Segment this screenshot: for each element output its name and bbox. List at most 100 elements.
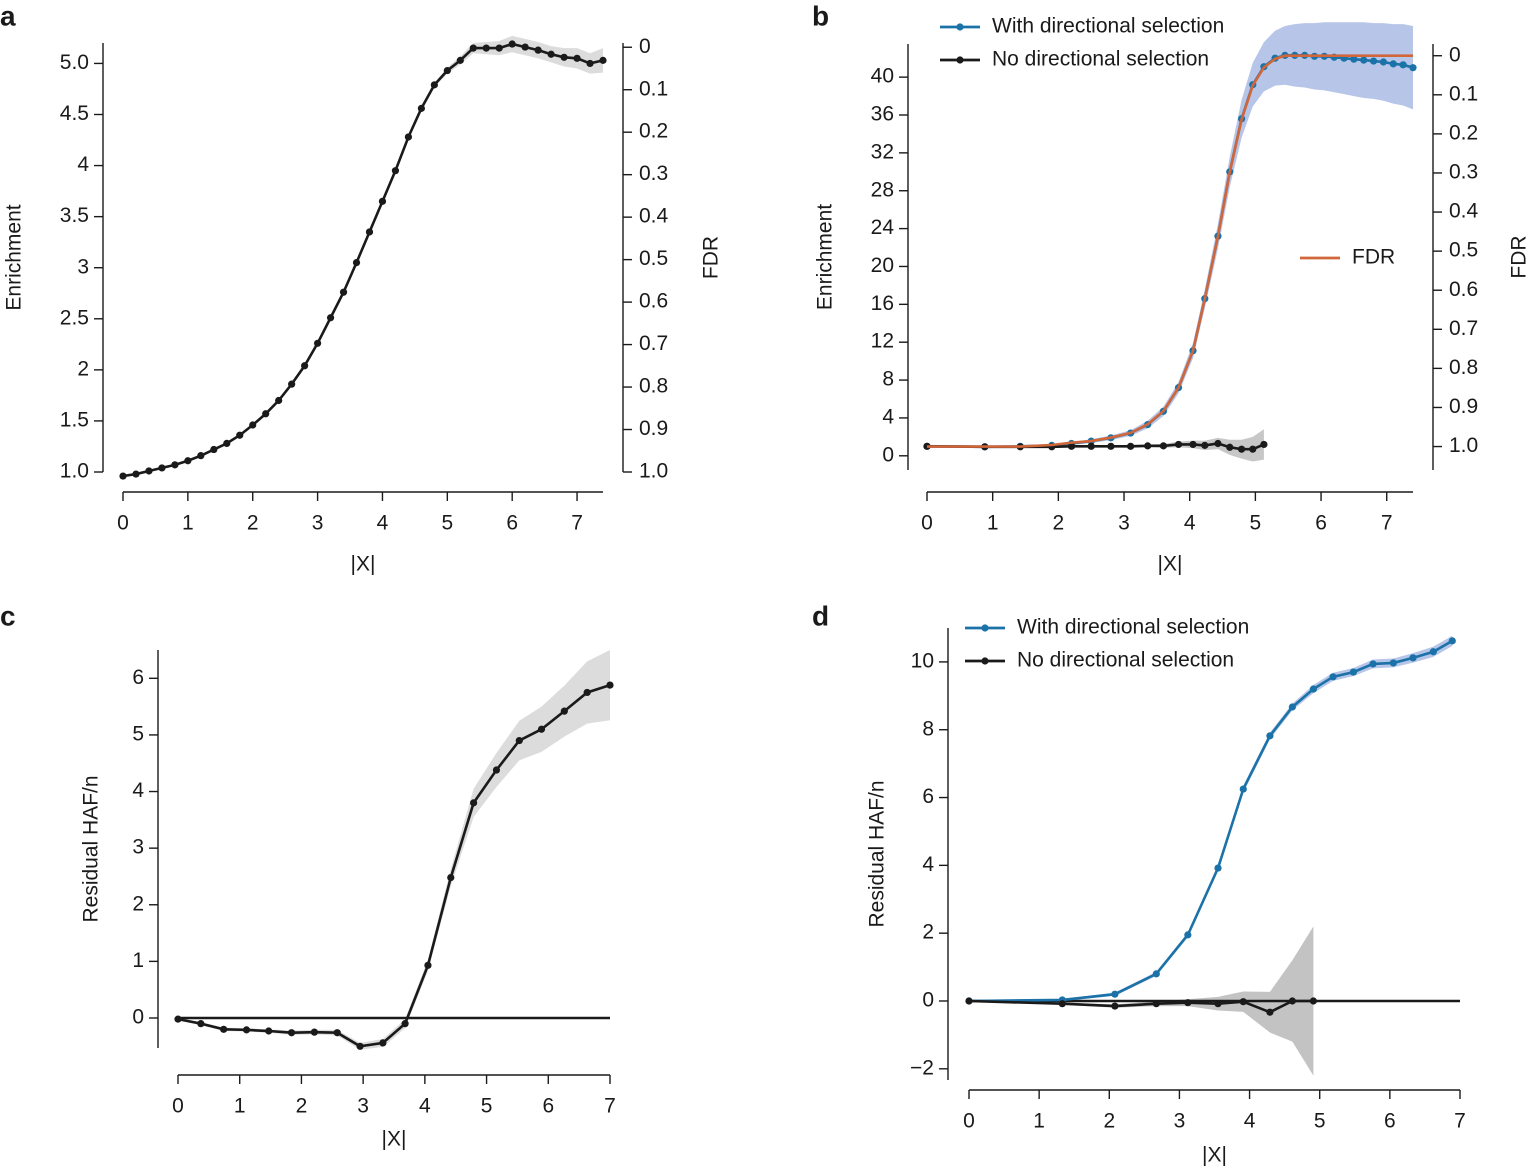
data-point bbox=[1350, 55, 1358, 63]
y2-tick-label: 0.5 bbox=[1449, 239, 1478, 262]
x-tick-label: 0 bbox=[963, 1110, 975, 1133]
data-point bbox=[1389, 60, 1397, 68]
data-point bbox=[174, 1015, 182, 1023]
x-tick-label: 4 bbox=[1244, 1110, 1256, 1133]
data-point bbox=[333, 1029, 341, 1037]
y2-tick-label: 0.3 bbox=[1449, 161, 1478, 184]
y-tick-label: 20 bbox=[871, 254, 894, 277]
y2-tick-label: 0.1 bbox=[1449, 82, 1478, 105]
y2-tick-label: 0 bbox=[1449, 43, 1461, 66]
x-axis-label: |X| bbox=[1202, 1144, 1227, 1167]
data-point bbox=[210, 445, 218, 454]
y-tick-label: 2.5 bbox=[60, 306, 89, 329]
x-tick-label: 4 bbox=[419, 1095, 431, 1118]
data-point bbox=[1360, 56, 1368, 64]
legend-marker bbox=[956, 23, 964, 31]
data-point bbox=[469, 44, 477, 52]
y-tick-label: 1.5 bbox=[60, 408, 89, 431]
data-point bbox=[1126, 442, 1135, 450]
y-tick-label: 0 bbox=[882, 443, 894, 466]
y-tick-label: 12 bbox=[871, 330, 894, 353]
data-point bbox=[1239, 785, 1247, 793]
data-point bbox=[242, 1026, 251, 1034]
x-axis-label: |X| bbox=[382, 1128, 407, 1151]
data-point bbox=[1058, 1000, 1066, 1008]
series-line bbox=[122, 42, 604, 478]
y-tick-label: 40 bbox=[871, 65, 894, 88]
data-point bbox=[430, 81, 438, 89]
data-point bbox=[1288, 997, 1296, 1005]
data-point bbox=[515, 736, 523, 745]
data-point bbox=[537, 725, 546, 733]
x-tick-label: 7 bbox=[1381, 512, 1393, 535]
series-line bbox=[927, 54, 1413, 448]
data-point bbox=[287, 1029, 296, 1037]
series-line bbox=[968, 999, 1314, 1014]
data-point bbox=[1111, 1002, 1119, 1010]
y2-tick-label: 0.2 bbox=[639, 120, 668, 143]
data-point bbox=[470, 799, 478, 807]
y2-tick-label: 0.2 bbox=[1449, 121, 1478, 144]
data-point bbox=[379, 1039, 387, 1047]
x-tick-label: 5 bbox=[1314, 1110, 1326, 1133]
data-point bbox=[1429, 648, 1437, 656]
series-line bbox=[968, 639, 1453, 1003]
x-tick-label: 4 bbox=[1184, 512, 1196, 535]
y-tick-label: 5 bbox=[132, 722, 144, 745]
x-tick-label: 6 bbox=[1384, 1110, 1396, 1133]
data-point bbox=[313, 339, 322, 347]
data-point bbox=[547, 50, 555, 58]
data-point bbox=[356, 1042, 364, 1050]
panel-label: a bbox=[0, 0, 16, 31]
x-tick-label: 3 bbox=[1174, 1110, 1186, 1133]
y-tick-label: 1 bbox=[132, 949, 144, 972]
data-point bbox=[495, 44, 503, 52]
y2-tick-label: 0.1 bbox=[639, 77, 668, 100]
data-point bbox=[1260, 440, 1268, 449]
y-tick-label: 10 bbox=[911, 649, 934, 672]
data-point bbox=[275, 396, 283, 405]
x-tick-label: 6 bbox=[506, 512, 518, 535]
y-tick-label: 3 bbox=[77, 255, 89, 278]
y2-tick-label: 0.4 bbox=[1449, 200, 1479, 223]
data-point bbox=[1309, 997, 1318, 1005]
data-point bbox=[220, 1025, 228, 1033]
data-point bbox=[508, 40, 516, 48]
data-point bbox=[1214, 439, 1222, 448]
panel-label: b bbox=[812, 0, 829, 31]
x-tick-label: 1 bbox=[1033, 1110, 1045, 1133]
data-point bbox=[310, 1028, 318, 1036]
data-point bbox=[404, 133, 413, 141]
y-tick-label: 4 bbox=[132, 779, 144, 802]
y-tick-label: 3 bbox=[132, 836, 144, 859]
data-point bbox=[965, 997, 973, 1005]
y-tick-label: 16 bbox=[871, 292, 894, 315]
y2-tick-label: 0.5 bbox=[639, 247, 668, 270]
data-point bbox=[301, 362, 309, 370]
data-point bbox=[1144, 442, 1152, 450]
data-point bbox=[119, 472, 127, 480]
y-tick-label: 6 bbox=[132, 666, 144, 689]
data-point bbox=[171, 461, 179, 469]
legend-label: No directional selection bbox=[992, 48, 1209, 71]
data-point bbox=[1239, 998, 1247, 1006]
x-tick-label: 2 bbox=[1053, 512, 1065, 535]
data-point bbox=[1189, 440, 1197, 449]
x-tick-label: 1 bbox=[987, 512, 999, 535]
y-tick-label: 2 bbox=[922, 921, 934, 944]
data-point bbox=[1152, 1000, 1160, 1008]
data-point bbox=[339, 288, 348, 296]
data-point bbox=[1067, 442, 1076, 450]
y-tick-label: −2 bbox=[910, 1056, 934, 1079]
x-axis-label: |X| bbox=[1158, 553, 1183, 576]
data-point bbox=[158, 464, 166, 472]
x-tick-label: 6 bbox=[1315, 512, 1327, 535]
y-tick-label: 2 bbox=[132, 892, 144, 915]
y2-axis-label: FDR bbox=[700, 236, 723, 279]
data-point bbox=[447, 873, 455, 882]
y2-axis-label: FDR bbox=[1508, 235, 1530, 278]
y2-tick-label: 0 bbox=[639, 35, 651, 58]
data-point bbox=[1107, 442, 1115, 450]
